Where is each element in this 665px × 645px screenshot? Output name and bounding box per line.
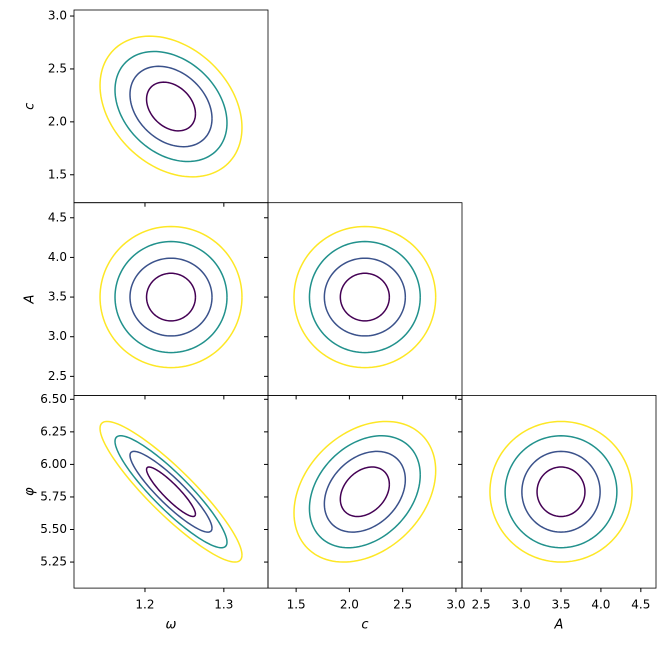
y-tick-label: 2.5: [48, 61, 67, 75]
contour: [99, 225, 243, 369]
panel-frame: [73, 202, 269, 396]
contour: [323, 450, 407, 533]
x-tick-label: 4.0: [591, 598, 610, 612]
y-tick-label: 2.0: [48, 114, 67, 128]
contour: [129, 65, 213, 148]
contour: [308, 435, 421, 549]
x-axis-label: c: [361, 618, 368, 633]
contour: [114, 50, 228, 163]
y-tick-label: 4.5: [48, 210, 67, 224]
x-tick-label: 2.5: [393, 598, 412, 612]
contour: [293, 225, 437, 369]
contour: [308, 240, 421, 354]
y-tick-label: 5.50: [40, 522, 67, 536]
contour: [114, 240, 228, 354]
y-tick-label: 4.0: [48, 250, 67, 264]
y-tick-label: 1.5: [48, 167, 67, 181]
contour: [521, 450, 601, 533]
contour: [339, 466, 391, 518]
contour: [99, 35, 243, 178]
y-axis-label: c: [23, 103, 38, 110]
y-tick-label: 3.5: [48, 290, 67, 304]
x-tick-label: 2.5: [472, 598, 491, 612]
panel-frame: [461, 394, 657, 589]
contour: [536, 466, 586, 518]
x-tick-label: 1.3: [214, 598, 233, 612]
y-tick-label: 5.75: [40, 489, 67, 503]
contour: [114, 435, 228, 549]
y-tick-label: 3.0: [48, 9, 67, 23]
contour: [129, 450, 213, 533]
contour: [489, 420, 633, 563]
x-tick-label: 2.0: [340, 598, 359, 612]
x-tick-label: 4.5: [631, 598, 650, 612]
contour: [339, 272, 391, 322]
y-tick-label: 6.25: [40, 424, 67, 438]
contour: [323, 257, 407, 337]
contour: [145, 81, 197, 132]
contour: [145, 272, 197, 322]
y-axis-label: A: [23, 295, 38, 305]
x-tick-label: 3.0: [512, 598, 531, 612]
contour: [99, 420, 243, 563]
y-tick-label: 6.50: [40, 392, 67, 406]
panel-frame: [73, 394, 269, 589]
contour: [293, 420, 437, 563]
x-axis-label: A: [554, 618, 564, 633]
contour: [145, 466, 197, 518]
x-axis-label: ω: [166, 618, 177, 633]
x-tick-label: 1.2: [135, 598, 154, 612]
panel-frame: [267, 202, 463, 396]
contour: [129, 257, 213, 337]
y-tick-label: 6.00: [40, 457, 67, 471]
y-tick-label: 3.0: [48, 329, 67, 343]
x-tick-label: 3.5: [551, 598, 570, 612]
y-axis-label: φ: [23, 487, 38, 496]
x-tick-label: 3.0: [446, 598, 465, 612]
y-tick-label: 2.5: [48, 369, 67, 383]
x-tick-label: 1.5: [287, 598, 306, 612]
y-tick-label: 5.25: [40, 555, 67, 569]
contour: [504, 435, 618, 549]
